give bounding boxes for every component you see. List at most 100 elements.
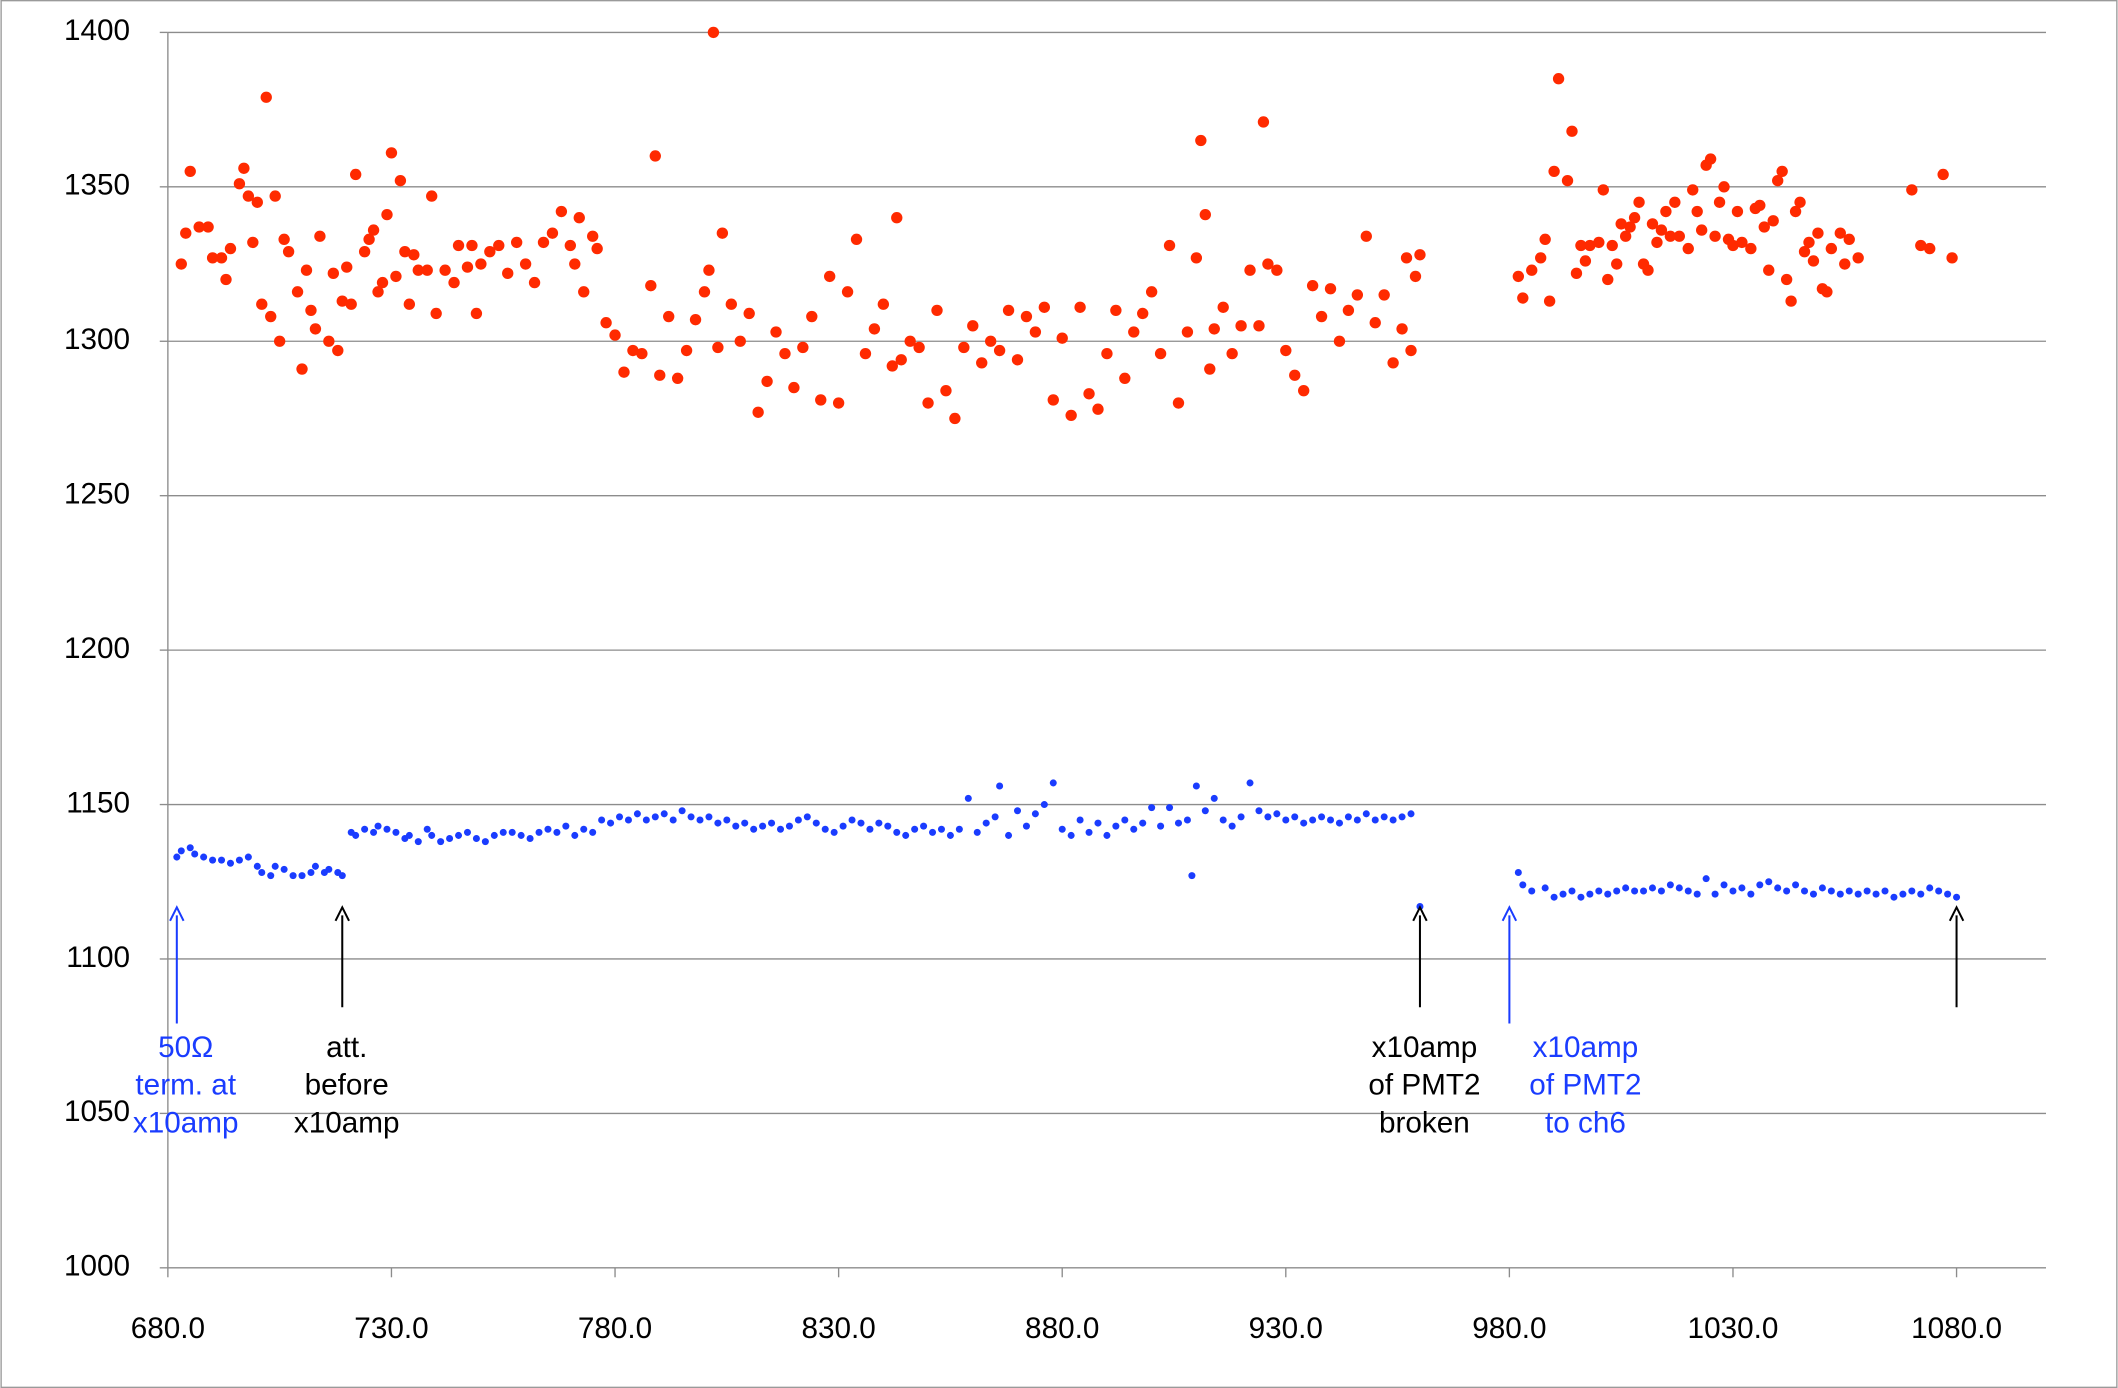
annotation-text: before xyxy=(305,1069,389,1102)
data-point xyxy=(1103,831,1111,839)
data-point xyxy=(519,258,532,270)
data-point xyxy=(1780,273,1793,286)
data-point xyxy=(609,329,621,341)
data-point xyxy=(1371,816,1379,824)
data-point xyxy=(1666,881,1674,889)
data-point xyxy=(412,264,424,276)
data-point xyxy=(1642,264,1654,276)
data-point xyxy=(1772,174,1784,187)
data-point xyxy=(1763,264,1775,276)
data-point xyxy=(1631,887,1639,895)
data-point xyxy=(589,828,597,836)
data-point xyxy=(1271,264,1283,276)
data-point xyxy=(877,298,890,310)
data-point xyxy=(1872,890,1880,898)
annotation-text: of PMT2 xyxy=(1529,1069,1641,1102)
data-point xyxy=(1398,813,1406,821)
data-point xyxy=(481,838,489,846)
data-point xyxy=(714,819,722,827)
data-point xyxy=(680,344,693,357)
data-point xyxy=(336,295,348,307)
data-point xyxy=(1713,196,1726,208)
data-point xyxy=(1166,804,1174,812)
data-point xyxy=(587,230,599,242)
data-point xyxy=(1387,357,1399,369)
data-point xyxy=(1514,868,1522,877)
data-point xyxy=(902,831,910,839)
x-tick-label: 980.0 xyxy=(1472,1312,1546,1345)
data-point xyxy=(1597,184,1609,196)
data-point xyxy=(1809,890,1817,898)
data-point xyxy=(911,825,919,833)
data-point xyxy=(220,273,232,286)
data-point xyxy=(1579,255,1592,267)
data-point xyxy=(993,344,1006,357)
data-point xyxy=(1595,887,1603,895)
data-point xyxy=(309,323,322,335)
data-point xyxy=(797,341,809,354)
data-point xyxy=(421,264,433,276)
data-point xyxy=(226,859,234,867)
data-point xyxy=(913,341,925,354)
data-point xyxy=(893,828,901,836)
data-point xyxy=(271,862,279,870)
data-point xyxy=(1022,822,1030,830)
data-point xyxy=(750,825,758,833)
data-point xyxy=(300,264,313,276)
data-point xyxy=(1818,884,1826,892)
data-point xyxy=(403,298,416,310)
data-point xyxy=(832,397,845,409)
data-point xyxy=(761,375,773,388)
data-point xyxy=(1282,816,1290,824)
data-point xyxy=(1154,347,1167,360)
data-point xyxy=(1843,233,1855,246)
data-point xyxy=(1414,249,1426,261)
data-point xyxy=(1926,884,1934,892)
data-point xyxy=(186,844,194,852)
data-point xyxy=(732,822,740,830)
data-point xyxy=(886,360,898,372)
data-point xyxy=(452,239,465,252)
data-point xyxy=(1380,813,1388,821)
data-point xyxy=(806,310,818,323)
data-point xyxy=(1561,174,1574,187)
data-point xyxy=(1244,264,1256,276)
data-point xyxy=(815,394,827,406)
data-point xyxy=(1535,252,1547,264)
data-point xyxy=(423,825,431,833)
data-point xyxy=(955,825,963,833)
data-point xyxy=(267,872,275,880)
data-point xyxy=(289,872,297,880)
data-point xyxy=(1604,890,1612,898)
data-point xyxy=(671,372,684,384)
data-point xyxy=(180,227,192,239)
annotation-text: att. xyxy=(326,1031,367,1064)
data-point xyxy=(1747,890,1755,898)
y-tick-label: 1350 xyxy=(64,169,130,202)
annotation-text: to ch6 xyxy=(1545,1107,1626,1140)
data-point xyxy=(1758,221,1770,233)
data-point xyxy=(184,165,196,178)
y-tick-label: 1100 xyxy=(66,941,130,974)
data-point xyxy=(1519,881,1527,889)
data-point xyxy=(857,819,865,827)
data-point xyxy=(884,822,892,830)
data-point xyxy=(571,831,579,839)
data-point xyxy=(891,212,903,224)
data-point xyxy=(1324,283,1337,295)
data-point xyxy=(1794,196,1806,208)
data-point xyxy=(1378,289,1390,301)
data-point xyxy=(1038,301,1050,313)
data-point xyxy=(1935,887,1943,895)
data-point xyxy=(1834,227,1846,239)
data-point xyxy=(323,335,335,347)
x-tick-label: 830.0 xyxy=(801,1312,875,1345)
data-point xyxy=(752,406,764,418)
data-point xyxy=(991,813,999,821)
data-point xyxy=(1047,394,1059,406)
data-point xyxy=(361,825,369,833)
data-point xyxy=(428,831,436,839)
data-point xyxy=(1020,310,1033,323)
data-point xyxy=(472,835,480,843)
data-point xyxy=(591,242,603,255)
